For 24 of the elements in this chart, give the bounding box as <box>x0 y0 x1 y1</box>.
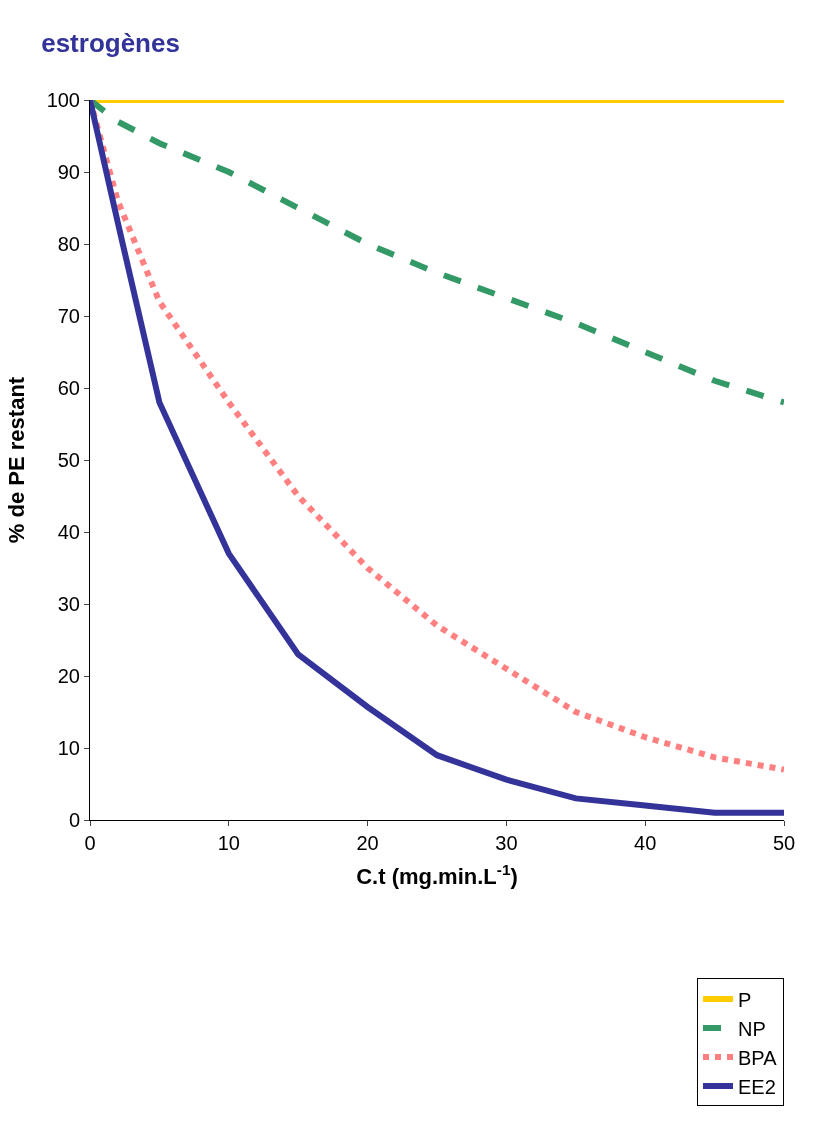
y-tick-label: 20 <box>57 665 80 687</box>
y-axis-title: % de PE restant <box>4 376 30 544</box>
x-tick-label: 30 <box>495 832 518 854</box>
legend-label: EE2 <box>738 1075 776 1098</box>
y-tick-label: 10 <box>57 737 80 759</box>
y-tick-label: 80 <box>57 233 80 255</box>
y-tick-label: 60 <box>57 377 80 399</box>
y-tick-label: 30 <box>57 593 80 615</box>
y-tick-label: 90 <box>57 161 80 183</box>
x-tick-label: 10 <box>217 832 240 854</box>
y-tick-label: 50 <box>57 449 80 471</box>
legend-label: BPA <box>738 1046 778 1069</box>
y-tick-label: 70 <box>57 305 80 327</box>
x-tick-label: 20 <box>356 832 379 854</box>
y-tick-label: 100 <box>46 89 80 111</box>
chart-title: estrogènes <box>41 28 180 59</box>
legend-label: P <box>738 988 752 1011</box>
x-axis-title: C.t (mg.min.L$^{-1}$) <box>356 860 518 889</box>
x-tick-label: 0 <box>84 832 96 854</box>
y-tick-label: 0 <box>68 809 80 831</box>
x-tick-label: 50 <box>772 832 796 854</box>
y-tick-label: 40 <box>57 521 80 543</box>
x-tick-label: 40 <box>634 832 657 854</box>
legend-label: NP <box>738 1017 766 1040</box>
